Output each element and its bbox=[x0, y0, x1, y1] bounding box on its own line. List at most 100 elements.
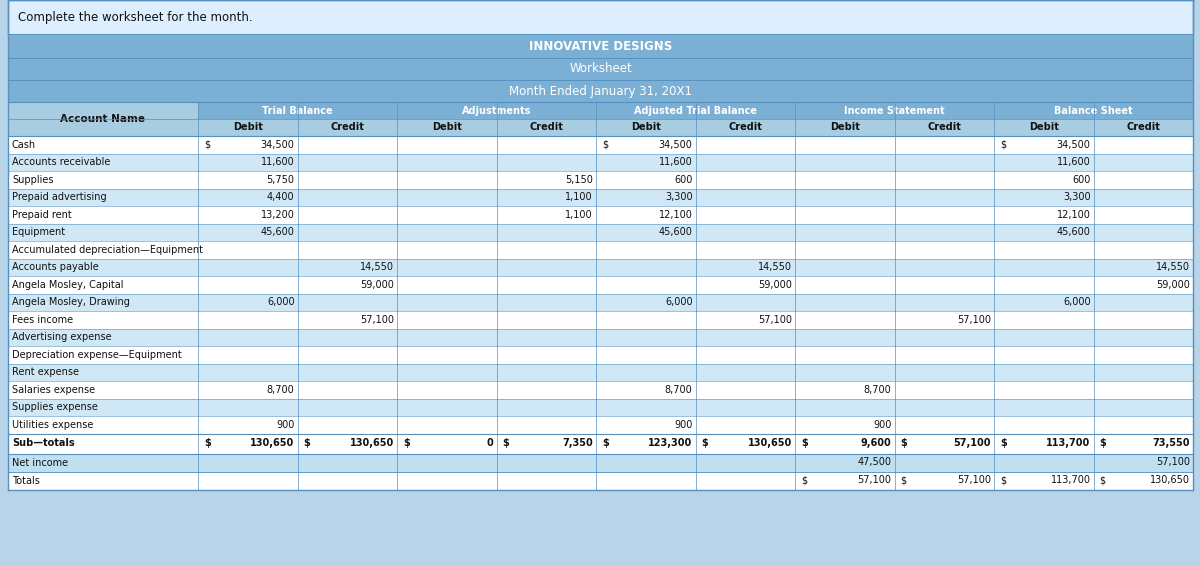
Text: 8,700: 8,700 bbox=[864, 385, 892, 395]
Text: 130,650: 130,650 bbox=[349, 439, 394, 448]
Text: 45,600: 45,600 bbox=[659, 228, 692, 237]
Bar bbox=[8, 381, 1193, 398]
Text: 6,000: 6,000 bbox=[665, 297, 692, 307]
Text: Account Name: Account Name bbox=[60, 114, 145, 124]
Text: 57,100: 57,100 bbox=[954, 439, 991, 448]
Text: Debit: Debit bbox=[830, 122, 859, 132]
Text: Supplies: Supplies bbox=[12, 175, 54, 185]
Text: $: $ bbox=[702, 439, 708, 448]
Bar bbox=[8, 153, 1193, 171]
Text: INNOVATIVE DESIGNS: INNOVATIVE DESIGNS bbox=[529, 40, 672, 53]
Bar bbox=[796, 102, 994, 119]
Text: 34,500: 34,500 bbox=[659, 140, 692, 150]
Text: 59,000: 59,000 bbox=[1156, 280, 1190, 290]
Text: 6,000: 6,000 bbox=[1063, 297, 1091, 307]
Text: 57,100: 57,100 bbox=[958, 315, 991, 325]
Text: Supplies expense: Supplies expense bbox=[12, 402, 98, 412]
Text: 57,100: 57,100 bbox=[758, 315, 792, 325]
Bar bbox=[8, 136, 1193, 153]
Text: Adjustments: Adjustments bbox=[462, 105, 532, 115]
Text: Credit: Credit bbox=[529, 122, 563, 132]
Text: 130,650: 130,650 bbox=[1150, 475, 1190, 486]
Text: 130,650: 130,650 bbox=[251, 439, 294, 448]
Text: 900: 900 bbox=[874, 420, 892, 430]
Text: 8,700: 8,700 bbox=[266, 385, 294, 395]
Bar bbox=[8, 224, 1193, 241]
Text: Angela Mosley, Drawing: Angela Mosley, Drawing bbox=[12, 297, 130, 307]
Text: Complete the worksheet for the month.: Complete the worksheet for the month. bbox=[18, 11, 253, 24]
Text: Net income: Net income bbox=[12, 457, 68, 468]
Bar bbox=[8, 453, 1193, 471]
Text: 1,100: 1,100 bbox=[565, 210, 593, 220]
Text: 12,100: 12,100 bbox=[659, 210, 692, 220]
Text: Credit: Credit bbox=[728, 122, 762, 132]
Text: Totals: Totals bbox=[12, 475, 40, 486]
Text: Debit: Debit bbox=[233, 122, 263, 132]
Text: Prepaid rent: Prepaid rent bbox=[12, 210, 72, 220]
Text: 8,700: 8,700 bbox=[665, 385, 692, 395]
Text: Balance Sheet: Balance Sheet bbox=[1054, 105, 1133, 115]
Text: 45,600: 45,600 bbox=[1057, 228, 1091, 237]
Text: 11,600: 11,600 bbox=[1057, 157, 1091, 167]
Text: 13,200: 13,200 bbox=[260, 210, 294, 220]
Bar bbox=[8, 188, 1193, 206]
Text: $: $ bbox=[503, 439, 509, 448]
Text: 900: 900 bbox=[674, 420, 692, 430]
Text: 900: 900 bbox=[276, 420, 294, 430]
Bar bbox=[994, 102, 1193, 119]
Text: Credit: Credit bbox=[928, 122, 961, 132]
Text: Trial Balance: Trial Balance bbox=[262, 105, 332, 115]
Bar bbox=[198, 119, 397, 136]
Text: Fees income: Fees income bbox=[12, 315, 73, 325]
Text: Angela Mosley, Capital: Angela Mosley, Capital bbox=[12, 280, 124, 290]
Text: 59,000: 59,000 bbox=[758, 280, 792, 290]
Bar bbox=[596, 102, 796, 119]
Bar bbox=[397, 119, 596, 136]
Text: Utilities expense: Utilities expense bbox=[12, 420, 94, 430]
Text: Income Statement: Income Statement bbox=[844, 105, 944, 115]
Text: 6,000: 6,000 bbox=[266, 297, 294, 307]
Text: 11,600: 11,600 bbox=[260, 157, 294, 167]
Text: Salaries expense: Salaries expense bbox=[12, 385, 95, 395]
Text: 7,350: 7,350 bbox=[563, 439, 593, 448]
Text: $: $ bbox=[602, 439, 608, 448]
Bar bbox=[796, 119, 994, 136]
Text: 3,300: 3,300 bbox=[1063, 192, 1091, 202]
Text: Prepaid advertising: Prepaid advertising bbox=[12, 192, 107, 202]
Text: Credit: Credit bbox=[1127, 122, 1160, 132]
Text: 113,700: 113,700 bbox=[1046, 439, 1091, 448]
Text: 73,550: 73,550 bbox=[1152, 439, 1190, 448]
Text: 57,100: 57,100 bbox=[858, 475, 892, 486]
Text: Advertising expense: Advertising expense bbox=[12, 332, 112, 342]
Text: 600: 600 bbox=[674, 175, 692, 185]
Text: 14,550: 14,550 bbox=[758, 262, 792, 272]
Text: 34,500: 34,500 bbox=[260, 140, 294, 150]
Text: $: $ bbox=[900, 475, 907, 486]
Bar bbox=[8, 328, 1193, 346]
Text: $: $ bbox=[1099, 439, 1106, 448]
Bar bbox=[8, 346, 1193, 363]
Text: 11,600: 11,600 bbox=[659, 157, 692, 167]
Text: $: $ bbox=[802, 475, 808, 486]
Text: Accumulated depreciation—Equipment: Accumulated depreciation—Equipment bbox=[12, 245, 203, 255]
Text: 1,100: 1,100 bbox=[565, 192, 593, 202]
Text: 45,600: 45,600 bbox=[260, 228, 294, 237]
Text: 12,100: 12,100 bbox=[1057, 210, 1091, 220]
Bar bbox=[8, 294, 1193, 311]
Text: 14,550: 14,550 bbox=[360, 262, 394, 272]
Bar bbox=[994, 119, 1193, 136]
Text: 113,700: 113,700 bbox=[1050, 475, 1091, 486]
Text: Debit: Debit bbox=[1028, 122, 1058, 132]
Text: 9,600: 9,600 bbox=[860, 439, 892, 448]
Text: 14,550: 14,550 bbox=[1156, 262, 1190, 272]
Bar bbox=[8, 171, 1193, 188]
Text: Cash: Cash bbox=[12, 140, 36, 150]
Bar bbox=[198, 102, 397, 119]
Bar bbox=[8, 434, 1193, 453]
Text: $: $ bbox=[204, 140, 210, 150]
Text: $: $ bbox=[1000, 475, 1006, 486]
Bar bbox=[8, 311, 1193, 328]
Bar bbox=[8, 102, 198, 136]
Bar bbox=[8, 80, 1193, 102]
Text: Accounts receivable: Accounts receivable bbox=[12, 157, 110, 167]
